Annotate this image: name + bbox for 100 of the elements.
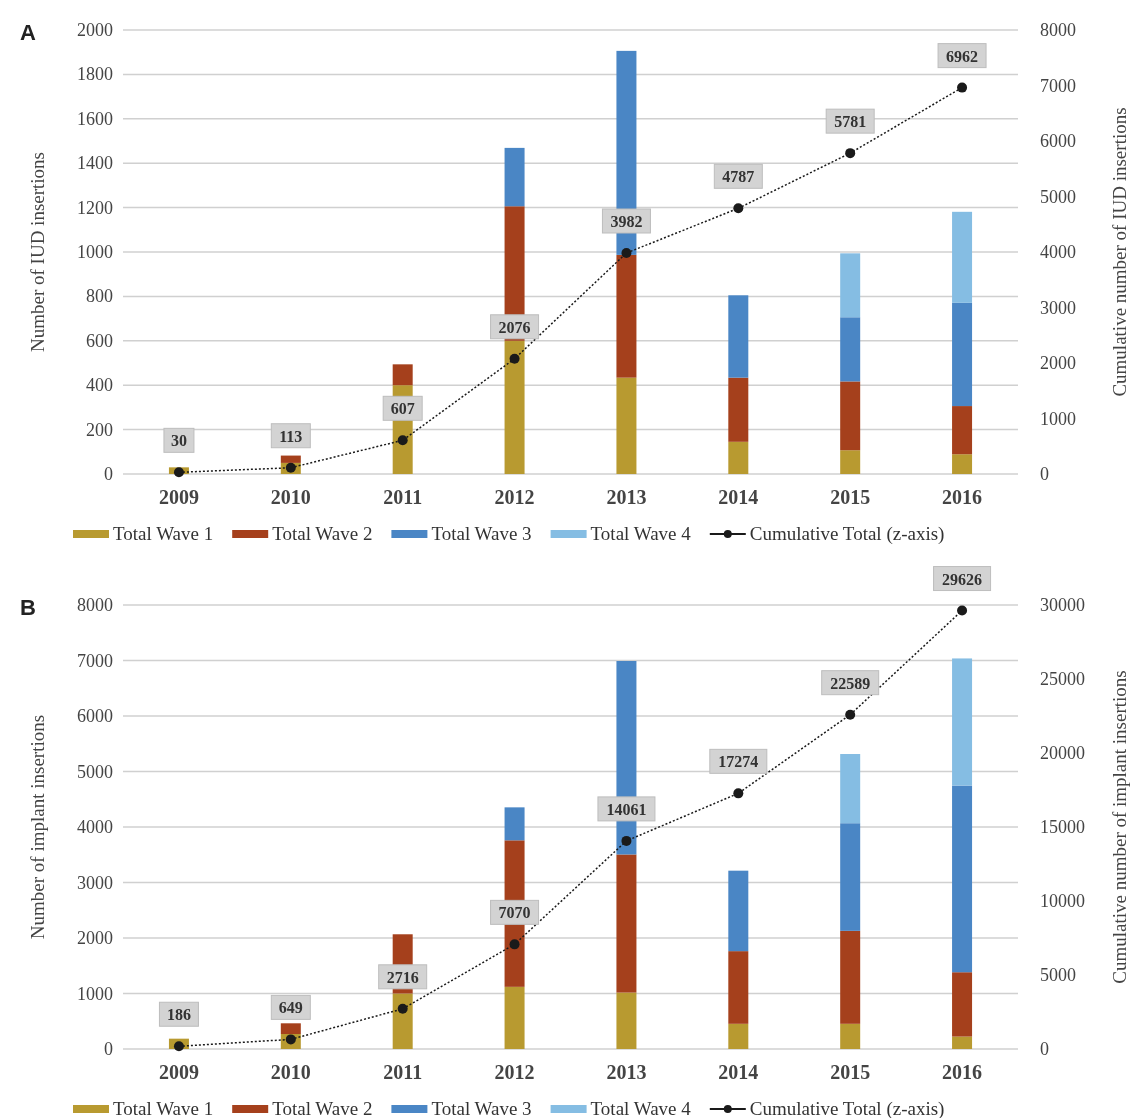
y-tick-label: 1600 xyxy=(77,108,113,129)
y-tick-label: 5000 xyxy=(77,761,113,782)
y2-tick-label: 3000 xyxy=(1040,297,1076,318)
data-label: 7070 xyxy=(498,904,531,922)
y-tick-label: 6000 xyxy=(77,706,113,726)
y-tick-label: 1800 xyxy=(77,64,113,85)
bar xyxy=(392,993,413,1049)
bar xyxy=(952,1036,973,1049)
bar xyxy=(952,785,973,973)
bar xyxy=(616,992,637,1049)
point xyxy=(957,605,968,616)
x-tick-label: 2010 xyxy=(270,486,311,508)
point xyxy=(621,248,632,258)
bar xyxy=(840,253,861,318)
point xyxy=(733,203,744,214)
data-label: 113 xyxy=(279,427,303,445)
chart-title: A xyxy=(20,20,36,45)
x-tick-label: 2011 xyxy=(383,1061,423,1083)
y-tick-label: 2000 xyxy=(77,20,113,40)
data-label: 14061 xyxy=(606,800,647,818)
point xyxy=(621,835,632,846)
legend-label: Total Wave 2 xyxy=(272,523,373,544)
point xyxy=(509,353,520,364)
y-tick-label: 1400 xyxy=(77,153,113,174)
bar xyxy=(504,807,525,841)
y-tick-label: 3000 xyxy=(77,872,113,893)
data-label: 29626 xyxy=(942,570,983,588)
y-tick-label: 0 xyxy=(104,464,113,484)
y-axis-title: Number of implant insertions xyxy=(27,714,48,940)
x-tick-label: 2013 xyxy=(606,1061,647,1083)
data-label: 3982 xyxy=(610,213,643,230)
bar xyxy=(952,972,973,1037)
y-axis-title: Number of IUD insertions xyxy=(27,152,48,352)
y-tick-label: 1000 xyxy=(77,242,113,262)
data-label: 17274 xyxy=(718,753,759,771)
bar xyxy=(616,377,637,474)
data-label: 30 xyxy=(170,432,187,450)
y2-tick-label: 10000 xyxy=(1040,891,1085,911)
x-tick-label: 2012 xyxy=(494,486,535,508)
data-label: 607 xyxy=(390,400,415,418)
bar xyxy=(504,147,525,207)
bar xyxy=(728,377,749,442)
bar xyxy=(728,1023,749,1049)
y-tick-label: 0 xyxy=(104,1039,113,1059)
data-label: 2716 xyxy=(386,968,419,986)
x-tick-label: 2016 xyxy=(942,486,983,508)
point xyxy=(397,435,408,446)
bar xyxy=(280,1023,301,1035)
y2-tick-label: 6000 xyxy=(1040,131,1076,151)
bar xyxy=(952,211,973,303)
chart-title: B xyxy=(20,595,36,620)
point xyxy=(397,1003,408,1014)
bar xyxy=(952,302,973,407)
point xyxy=(285,462,296,473)
legend-label: Total Wave 1 xyxy=(113,1098,214,1118)
y2-tick-label: 30000 xyxy=(1040,595,1085,615)
x-tick-label: 2014 xyxy=(718,1061,759,1083)
y-tick-label: 8000 xyxy=(77,595,113,615)
bar xyxy=(840,754,861,824)
point xyxy=(957,82,968,93)
legend-label: Total Wave 3 xyxy=(431,523,532,544)
point xyxy=(845,148,856,159)
y2-tick-label: 5000 xyxy=(1040,965,1076,985)
data-label: 649 xyxy=(278,999,303,1017)
y-tick-label: 800 xyxy=(86,286,113,307)
bar xyxy=(952,454,973,474)
bar xyxy=(728,870,749,952)
legend-label: Cumulative Total (z-axis) xyxy=(749,523,945,545)
y2-axis-title: Cumulative number of implant insertions xyxy=(1109,670,1130,984)
data-label: 186 xyxy=(166,1006,191,1024)
bar xyxy=(840,930,861,1024)
y-tick-label: 4000 xyxy=(77,817,113,837)
data-label: 5781 xyxy=(834,113,867,131)
bar xyxy=(952,658,973,786)
point xyxy=(845,709,856,720)
bar xyxy=(616,854,637,993)
y-tick-label: 2000 xyxy=(77,928,113,948)
y2-tick-label: 25000 xyxy=(1040,669,1085,689)
y2-tick-label: 15000 xyxy=(1040,817,1085,837)
y-tick-label: 600 xyxy=(86,330,113,351)
bar xyxy=(840,823,861,931)
x-tick-label: 2016 xyxy=(942,1061,983,1083)
y2-tick-label: 1000 xyxy=(1040,408,1076,429)
bar xyxy=(728,295,749,378)
data-label: 2076 xyxy=(498,318,531,336)
bar xyxy=(392,364,413,386)
bar xyxy=(280,455,301,463)
x-tick-label: 2011 xyxy=(383,486,423,508)
x-tick-label: 2009 xyxy=(158,486,199,508)
y-tick-label: 400 xyxy=(86,375,113,396)
y-tick-label: 1000 xyxy=(77,983,113,1004)
point xyxy=(509,939,520,950)
x-tick-label: 2010 xyxy=(270,1061,311,1083)
x-tick-label: 2014 xyxy=(718,486,759,508)
legend-label: Total Wave 2 xyxy=(272,1098,373,1118)
y2-tick-label: 0 xyxy=(1040,464,1049,484)
y2-tick-label: 7000 xyxy=(1040,75,1076,96)
data-label: 4787 xyxy=(722,168,755,186)
y-tick-label: 7000 xyxy=(77,650,113,671)
legend-label: Total Wave 1 xyxy=(113,523,214,544)
